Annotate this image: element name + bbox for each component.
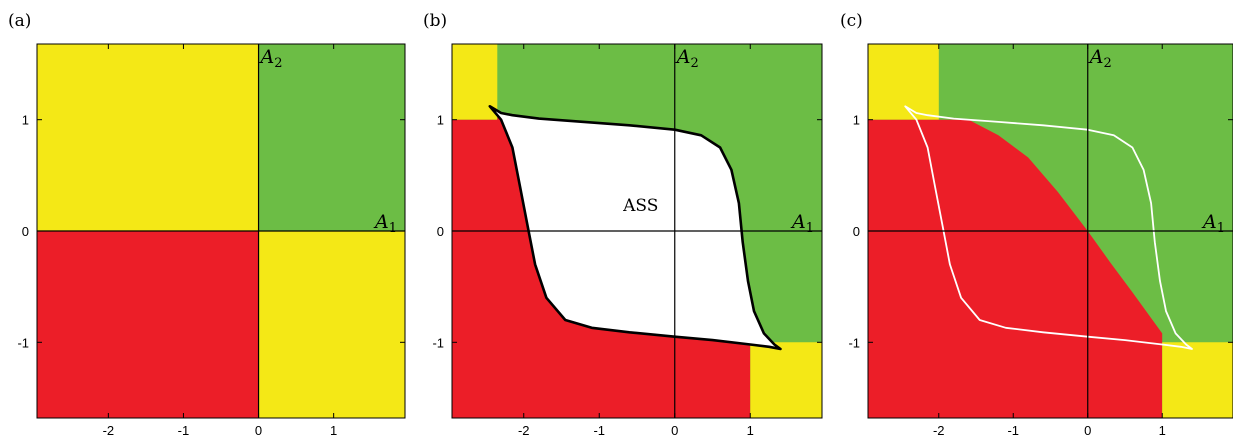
region-yellow [452, 44, 498, 120]
region-yellow [1162, 342, 1233, 418]
panel-label: (a) [8, 11, 31, 31]
region-red [37, 231, 259, 418]
x-axis-label: A1 [373, 211, 397, 236]
y-tick-label: -1 [848, 335, 860, 350]
basin-boundary [488, 105, 782, 351]
x-tick-label: 1 [330, 423, 337, 438]
y-axis-label: A2 [259, 46, 283, 71]
x-tick-label: -1 [178, 423, 190, 438]
panel-c: -2 -1 0 1 1 0 -1 A2 A1 (c) [840, 11, 1233, 438]
region-yellow [258, 231, 405, 418]
x-tick-label: -1 [593, 423, 605, 438]
plot-area [37, 44, 405, 418]
basin-boundary [904, 105, 1193, 350]
x-tick-label: -2 [518, 423, 530, 438]
x-axis-label: A1 [1201, 211, 1225, 236]
y-tick-label: -1 [432, 335, 444, 350]
y-axis-label: A2 [1088, 46, 1112, 71]
x-tick-label: -2 [933, 423, 945, 438]
x-tick-label: -1 [1007, 423, 1019, 438]
region-red [868, 119, 1163, 418]
y-axis-label: A2 [675, 46, 699, 71]
y-tick-label: 1 [437, 113, 444, 128]
plot-area [868, 44, 1233, 418]
region-green [258, 44, 405, 231]
region-yellow [868, 44, 939, 120]
region-yellow [37, 44, 259, 231]
y-tick-label: 0 [853, 224, 860, 239]
y-tick-label: 1 [853, 113, 860, 128]
y-tick-label: -1 [17, 335, 29, 350]
x-tick-label: 0 [671, 423, 678, 438]
x-tick-label: 1 [1159, 423, 1166, 438]
x-axis-label: A1 [790, 211, 814, 236]
x-tick-label: 1 [747, 423, 754, 438]
plot-area [452, 44, 822, 418]
x-tick-label: 0 [1084, 423, 1091, 438]
y-tick-label: 0 [437, 224, 444, 239]
panel-a: -2 -1 0 1 1 0 -1 A2 A1 (a) [8, 11, 406, 438]
region-yellow [750, 342, 822, 418]
y-tick-label: 1 [22, 113, 29, 128]
basin-label: ASS [622, 196, 658, 216]
panel-label: (b) [423, 11, 447, 31]
x-tick-label: 0 [255, 423, 262, 438]
panel-b: -2 -1 0 1 1 0 -1 A2 A1 (b) ASS [423, 11, 823, 438]
x-tick-label: -2 [103, 423, 115, 438]
panel-label: (c) [840, 11, 863, 31]
y-tick-label: 0 [22, 224, 29, 239]
